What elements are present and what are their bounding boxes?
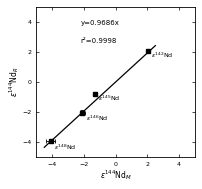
Text: $\varepsilon^{145}$Nd: $\varepsilon^{145}$Nd	[98, 94, 121, 103]
Text: $\varepsilon^{142}$Nd: $\varepsilon^{142}$Nd	[152, 51, 174, 60]
X-axis label: $\varepsilon^{144}$Nd$_M$: $\varepsilon^{144}$Nd$_M$	[100, 168, 132, 182]
Text: $\varepsilon^{146}$Nd: $\varepsilon^{146}$Nd	[85, 114, 108, 123]
Y-axis label: $\varepsilon^{144}$Nd$_R$: $\varepsilon^{144}$Nd$_R$	[7, 67, 21, 97]
Text: $\varepsilon^{148}$Nd: $\varepsilon^{148}$Nd	[54, 142, 76, 152]
Text: y=0.9686x: y=0.9686x	[81, 20, 120, 26]
Text: r²=0.9998: r²=0.9998	[81, 38, 117, 44]
